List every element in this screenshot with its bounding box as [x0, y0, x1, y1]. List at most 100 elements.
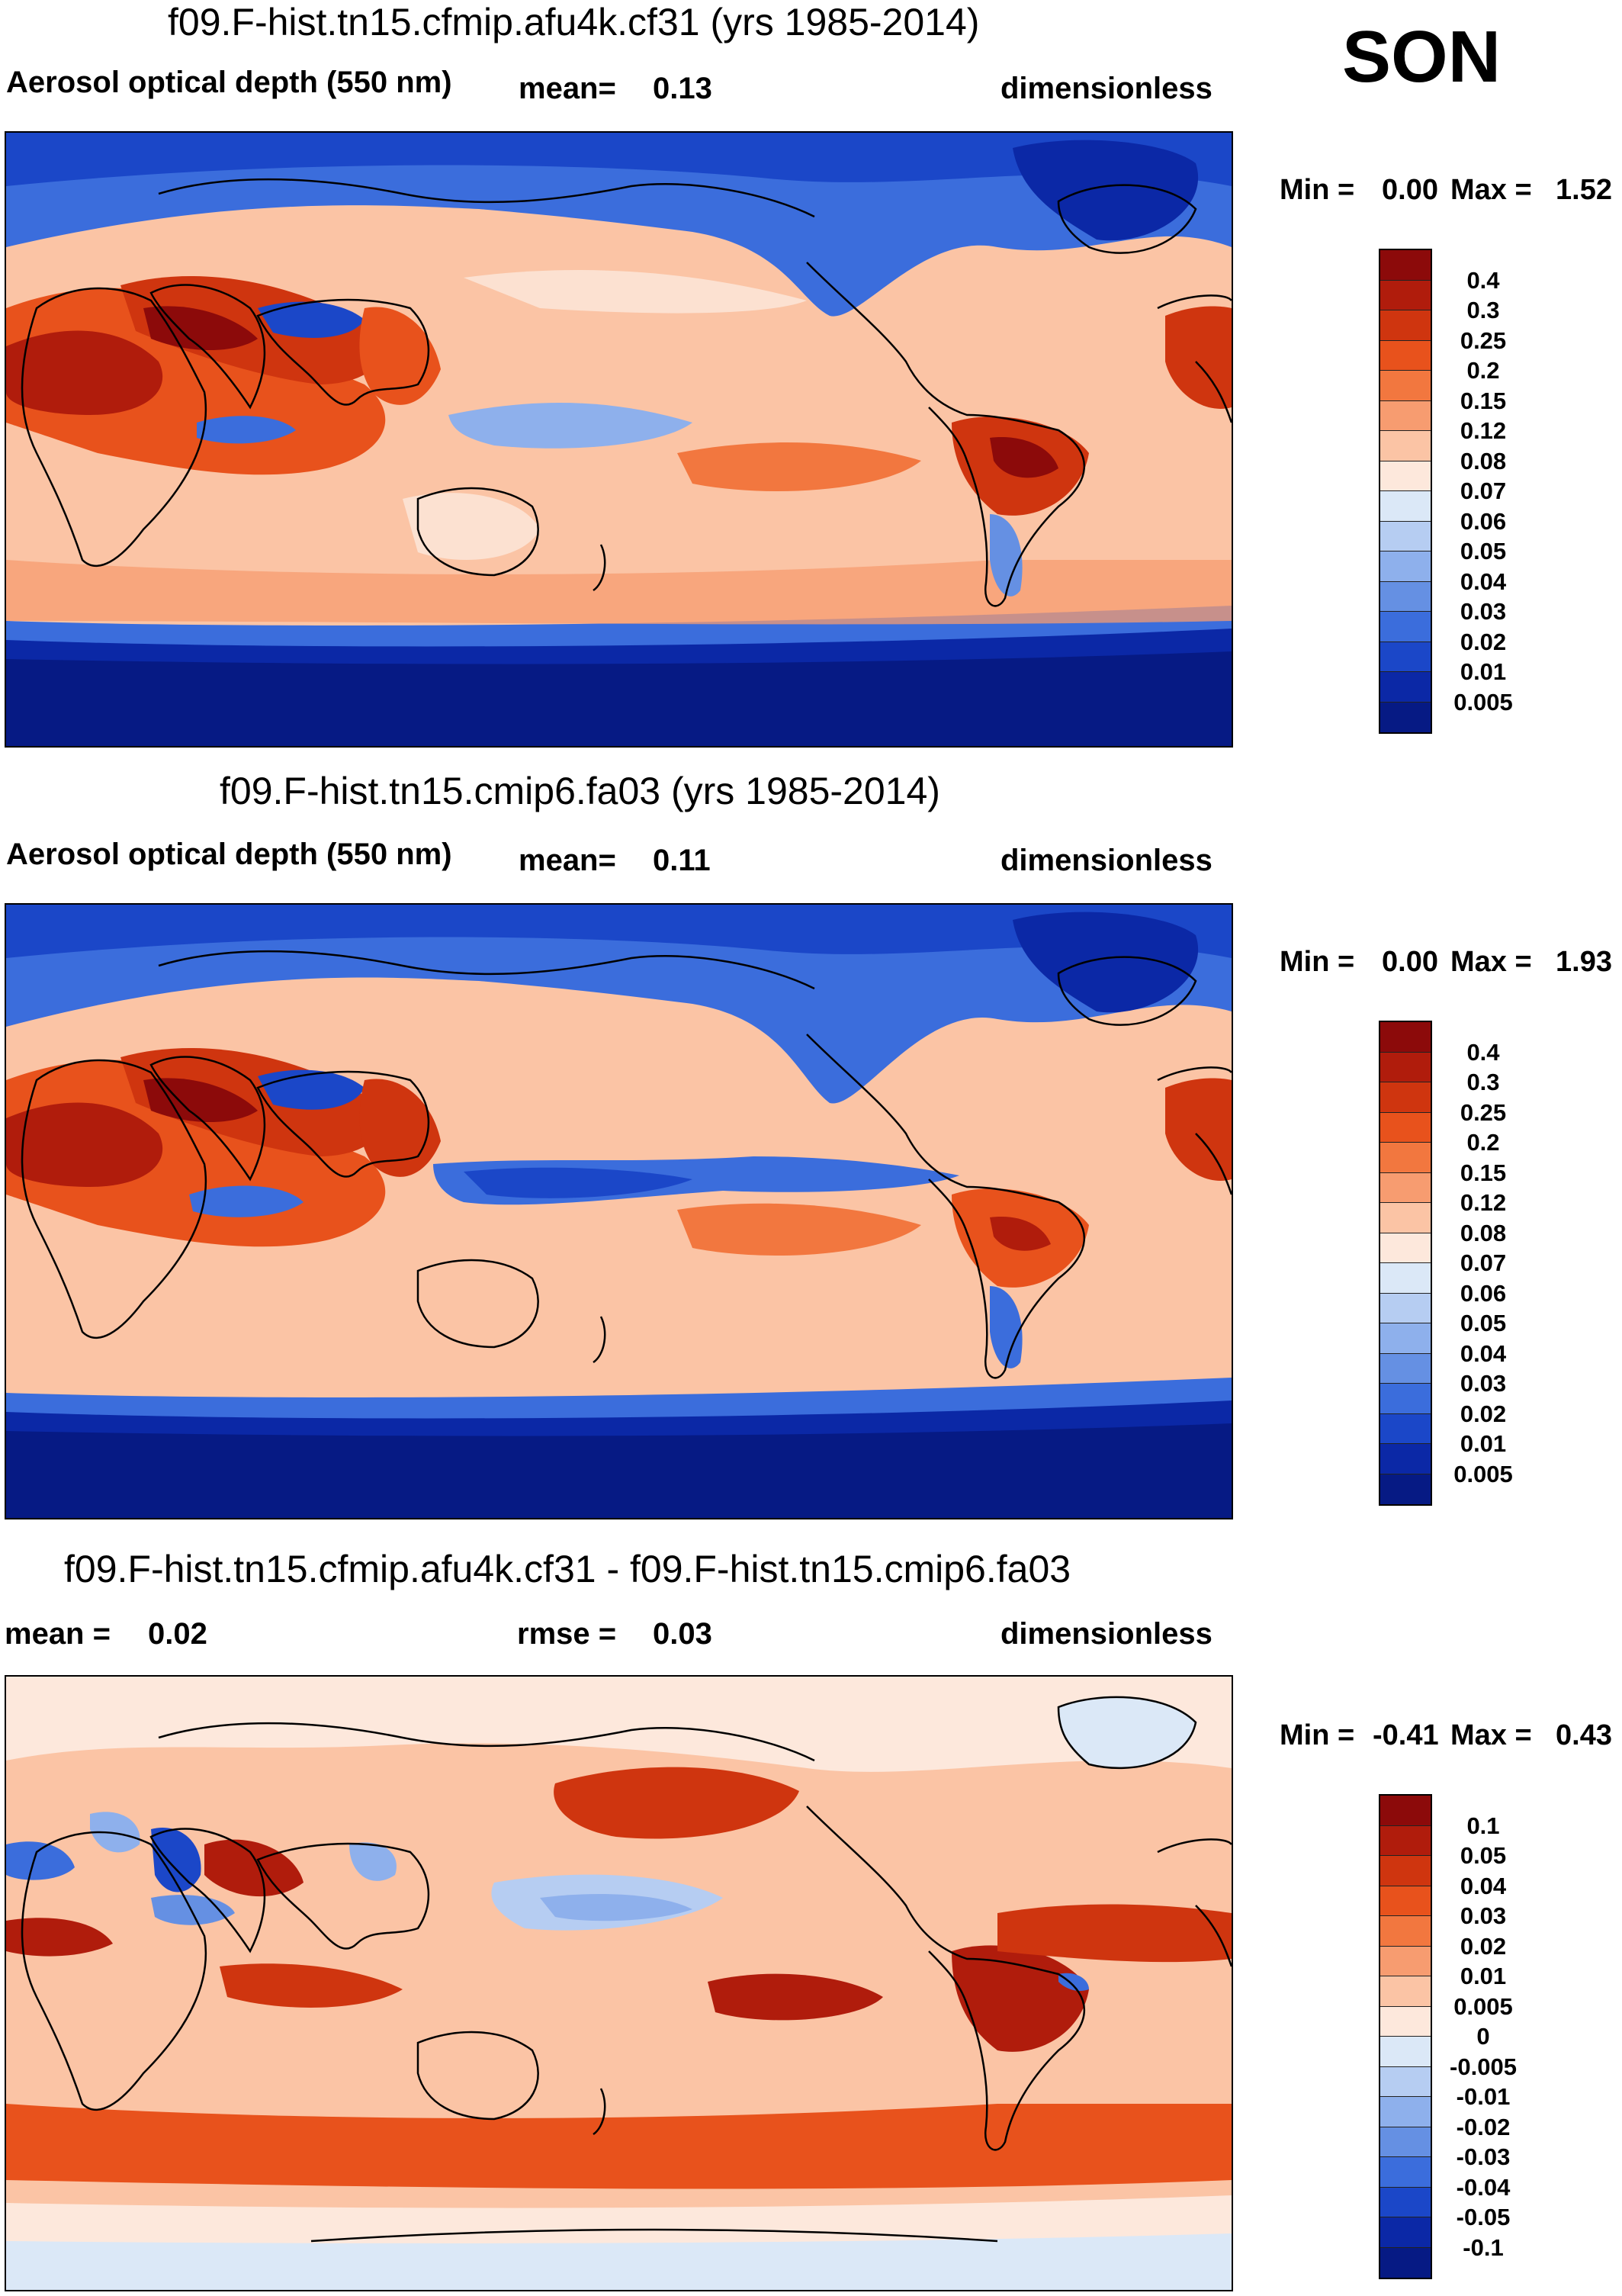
colorbar-segment — [1380, 1384, 1431, 1414]
panel1-min-label: Min = — [1280, 174, 1355, 206]
colorbar-segment — [1380, 1856, 1431, 1886]
colorbar-tick-label: -0.03 — [1456, 2143, 1511, 2170]
colorbar-segment — [1380, 1413, 1431, 1444]
panel2-map — [5, 903, 1233, 1519]
colorbar-segment — [1380, 1976, 1431, 2007]
colorbar-tick-label: -0.05 — [1456, 2204, 1511, 2230]
colorbar-segment — [1380, 2097, 1431, 2127]
panel2-colorbar — [1379, 1021, 1432, 1506]
colorbar-segment — [1380, 2127, 1431, 2157]
panel2-title: f09.F-hist.tn15.cmip6.fa03 (yrs 1985-201… — [220, 770, 940, 812]
colorbar-segment — [1380, 1052, 1431, 1082]
panel1-mean-label: mean= — [519, 72, 616, 105]
colorbar-tick-label: 0.08 — [1460, 1219, 1507, 1246]
colorbar-tick-label: 0.03 — [1460, 1902, 1507, 1929]
colorbar-segment — [1380, 250, 1431, 281]
colorbar-segment — [1380, 521, 1431, 551]
colorbar-segment — [1380, 1353, 1431, 1384]
colorbar-segment — [1380, 2217, 1431, 2248]
colorbar-tick-label: 0.01 — [1460, 1963, 1507, 1989]
colorbar-segment — [1380, 1916, 1431, 1947]
colorbar-tick-label: -0.1 — [1463, 2233, 1504, 2261]
colorbar-tick-label: 0.02 — [1460, 1400, 1507, 1427]
colorbar-tick-label: 0.005 — [1453, 688, 1513, 715]
colorbar-segment — [1380, 1444, 1431, 1474]
colorbar-segment — [1380, 491, 1431, 522]
colorbar-tick-label: 0 — [1476, 2023, 1490, 2050]
colorbar-segment — [1380, 1796, 1431, 1826]
colorbar-tick-label: 0.06 — [1460, 507, 1507, 535]
colorbar-segment — [1380, 1263, 1431, 1294]
colorbar-tick-label: 0.1 — [1466, 1812, 1500, 1839]
colorbar-segment — [1380, 2066, 1431, 2097]
colorbar-segment — [1380, 340, 1431, 371]
panel3-min-value: -0.41 — [1373, 1719, 1439, 1751]
colorbar-segment — [1380, 1946, 1431, 1976]
colorbar-tick-label: -0.005 — [1450, 2053, 1517, 2080]
colorbar-segment — [1380, 1233, 1431, 1263]
colorbar-tick-label: -0.04 — [1456, 2173, 1511, 2201]
colorbar-segment — [1380, 1474, 1431, 1504]
panel3-rmse-label: rmse = — [517, 1617, 617, 1651]
colorbar-segment — [1380, 1082, 1431, 1113]
colorbar-tick-label: 0.3 — [1466, 297, 1500, 323]
panel2-mean-value: 0.11 — [653, 844, 711, 877]
panel3-max-label: Max = — [1450, 1719, 1532, 1751]
colorbar-tick-label: 0.2 — [1466, 1129, 1500, 1156]
panel2-min-value: 0.00 — [1382, 946, 1438, 978]
panel2-units: dimensionless — [1001, 844, 1212, 877]
colorbar-tick-label: 0.06 — [1460, 1279, 1507, 1307]
colorbar-tick-label: 0.4 — [1466, 266, 1500, 294]
colorbar-tick-label: 0.04 — [1460, 1339, 1507, 1367]
colorbar-tick-label: 0.3 — [1466, 1069, 1500, 1095]
panel2-max-value: 1.93 — [1556, 946, 1612, 978]
colorbar-segment — [1380, 2247, 1431, 2278]
colorbar-tick-label: 0.02 — [1460, 1932, 1507, 1960]
panel2-mean-label: mean= — [519, 844, 616, 877]
colorbar-segment — [1380, 431, 1431, 461]
colorbar-tick-label: 0.05 — [1460, 1842, 1507, 1869]
colorbar-tick-label: 0.08 — [1460, 447, 1507, 474]
colorbar-segment — [1380, 2187, 1431, 2217]
colorbar-segment — [1380, 461, 1431, 491]
colorbar-segment — [1380, 612, 1431, 642]
colorbar-segment — [1380, 1143, 1431, 1173]
panel3-max-value: 0.43 — [1556, 1719, 1612, 1751]
colorbar-segment — [1380, 1825, 1431, 1856]
colorbar-tick-label: 0.02 — [1460, 628, 1507, 655]
panel3-mean-label: mean = — [5, 1617, 111, 1651]
colorbar-tick-label: 0.15 — [1460, 1159, 1507, 1186]
colorbar-tick-label: 0.03 — [1460, 598, 1507, 625]
colorbar-tick-label: 0.07 — [1460, 1249, 1507, 1276]
colorbar-segment — [1380, 1293, 1431, 1323]
colorbar-segment — [1380, 1022, 1431, 1053]
colorbar-segment — [1380, 642, 1431, 672]
panel1-max-value: 1.52 — [1556, 174, 1612, 206]
panel1-variable-label: Aerosol optical depth (550 nm) — [6, 66, 452, 99]
colorbar-segment — [1380, 1886, 1431, 1916]
colorbar-segment — [1380, 581, 1431, 612]
panel3-map — [5, 1675, 1233, 2291]
colorbar-tick-label: 0.25 — [1460, 1098, 1507, 1126]
colorbar-tick-label: 0.005 — [1453, 1460, 1513, 1487]
colorbar-tick-label: 0.04 — [1460, 1872, 1507, 1899]
panel3-colorbar — [1379, 1794, 1432, 2279]
panel1-colorbar — [1379, 249, 1432, 734]
colorbar-segment — [1380, 1112, 1431, 1143]
panel3-min-label: Min = — [1280, 1719, 1355, 1751]
colorbar-tick-label: 0.15 — [1460, 387, 1507, 414]
panel1-min-value: 0.00 — [1382, 174, 1438, 206]
panel1-map — [5, 131, 1233, 748]
panel3-mean-value: 0.02 — [148, 1617, 207, 1651]
panel3-units: dimensionless — [1001, 1617, 1212, 1651]
colorbar-tick-label: 0.07 — [1460, 478, 1507, 504]
colorbar-tick-label: 0.01 — [1460, 658, 1507, 685]
panel3-title: f09.F-hist.tn15.cfmip.afu4k.cf31 - f09.F… — [64, 1548, 1071, 1590]
colorbar-tick-label: -0.01 — [1456, 2083, 1511, 2110]
colorbar-segment — [1380, 2157, 1431, 2188]
colorbar-segment — [1380, 1203, 1431, 1233]
colorbar-segment — [1380, 280, 1431, 310]
colorbar-segment — [1380, 2006, 1431, 2037]
panel2-variable-label: Aerosol optical depth (550 nm) — [6, 838, 452, 871]
colorbar-tick-label: 0.4 — [1466, 1038, 1500, 1066]
